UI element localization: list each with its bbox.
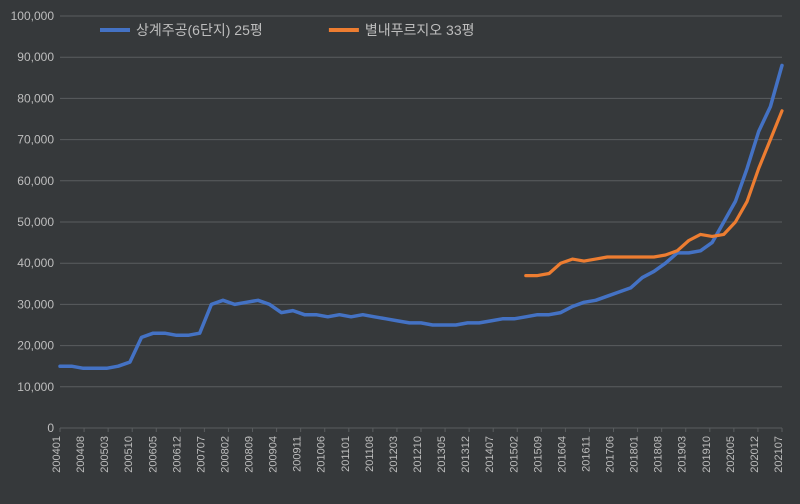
svg-text:30,000: 30,000 bbox=[17, 297, 54, 311]
svg-text:상계주공(6단지) 25평: 상계주공(6단지) 25평 bbox=[136, 22, 263, 38]
svg-text:100,000: 100,000 bbox=[11, 9, 55, 23]
svg-text:별내푸르지오 33평: 별내푸르지오 33평 bbox=[365, 22, 475, 38]
svg-text:90,000: 90,000 bbox=[17, 50, 54, 64]
svg-text:201706: 201706 bbox=[605, 436, 617, 473]
svg-text:200408: 200408 bbox=[75, 436, 87, 473]
chart-svg: 0 10,000 20,000 30,000 40,000 50,000 60,000 70,… bbox=[0, 0, 800, 504]
svg-text:10,000: 10,000 bbox=[17, 380, 54, 394]
svg-text:200707: 200707 bbox=[195, 436, 207, 473]
svg-text:200503: 200503 bbox=[99, 436, 111, 473]
svg-text:0: 0 bbox=[47, 421, 54, 435]
svg-text:20,000: 20,000 bbox=[17, 339, 54, 353]
svg-text:40,000: 40,000 bbox=[17, 256, 54, 270]
svg-text:202107: 202107 bbox=[773, 436, 785, 473]
svg-text:201611: 201611 bbox=[580, 436, 592, 472]
svg-text:200809: 200809 bbox=[244, 436, 256, 473]
svg-text:200904: 200904 bbox=[268, 436, 280, 473]
svg-text:201910: 201910 bbox=[701, 436, 713, 473]
svg-text:201101: 201101 bbox=[340, 436, 352, 472]
svg-text:201210: 201210 bbox=[412, 436, 424, 473]
svg-text:60,000: 60,000 bbox=[17, 174, 54, 188]
svg-text:200510: 200510 bbox=[123, 436, 135, 473]
svg-text:201108: 201108 bbox=[364, 436, 376, 472]
svg-text:201903: 201903 bbox=[677, 436, 689, 473]
svg-text:202005: 202005 bbox=[725, 436, 737, 473]
svg-text:200605: 200605 bbox=[147, 436, 159, 473]
svg-text:200802: 200802 bbox=[219, 436, 231, 473]
svg-text:200911: 200911 bbox=[292, 436, 304, 472]
svg-text:201006: 201006 bbox=[316, 436, 328, 473]
price-chart: 0 10,000 20,000 30,000 40,000 50,000 60,000 70,… bbox=[0, 0, 800, 504]
svg-text:200612: 200612 bbox=[171, 436, 183, 473]
svg-text:201203: 201203 bbox=[388, 436, 400, 473]
svg-text:201407: 201407 bbox=[484, 436, 496, 473]
svg-text:201312: 201312 bbox=[460, 436, 472, 473]
svg-text:201604: 201604 bbox=[556, 436, 568, 473]
svg-text:201509: 201509 bbox=[532, 436, 544, 473]
svg-text:70,000: 70,000 bbox=[17, 133, 54, 147]
svg-text:201502: 201502 bbox=[508, 436, 520, 473]
svg-text:201305: 201305 bbox=[436, 436, 448, 473]
svg-text:200401: 200401 bbox=[51, 436, 63, 473]
svg-text:201808: 201808 bbox=[653, 436, 665, 473]
svg-text:80,000: 80,000 bbox=[17, 91, 54, 105]
svg-text:50,000: 50,000 bbox=[17, 215, 54, 229]
svg-text:201801: 201801 bbox=[629, 436, 641, 473]
svg-text:202012: 202012 bbox=[749, 436, 761, 473]
